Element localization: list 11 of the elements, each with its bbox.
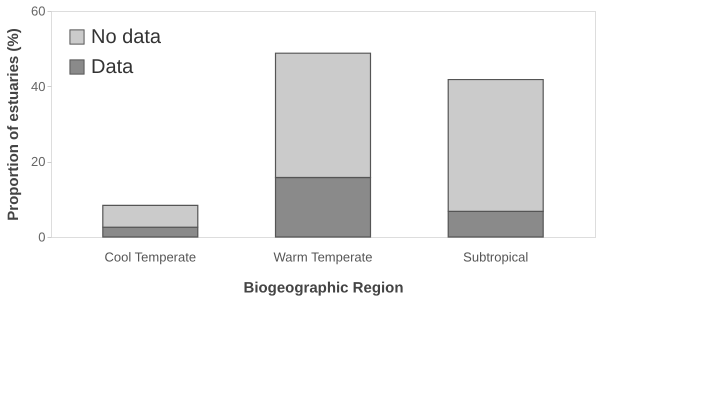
y-tick-label: 60 [31, 4, 46, 18]
x-axis-title: Biogeographic Region [243, 280, 404, 296]
legend-label: No data [91, 26, 162, 48]
legend-label: Data [91, 56, 134, 78]
x-tick-label: Subtropical [463, 250, 528, 264]
x-tick-label: Cool Temperate [104, 250, 196, 264]
x-tick-label: Warm Temperate [274, 250, 372, 264]
y-tick-label: 0 [38, 230, 46, 244]
y-axis-title: Proportion of estuaries (%) [5, 28, 22, 221]
y-tick-label: 20 [31, 154, 46, 170]
y-tick-label: 40 [31, 78, 46, 94]
